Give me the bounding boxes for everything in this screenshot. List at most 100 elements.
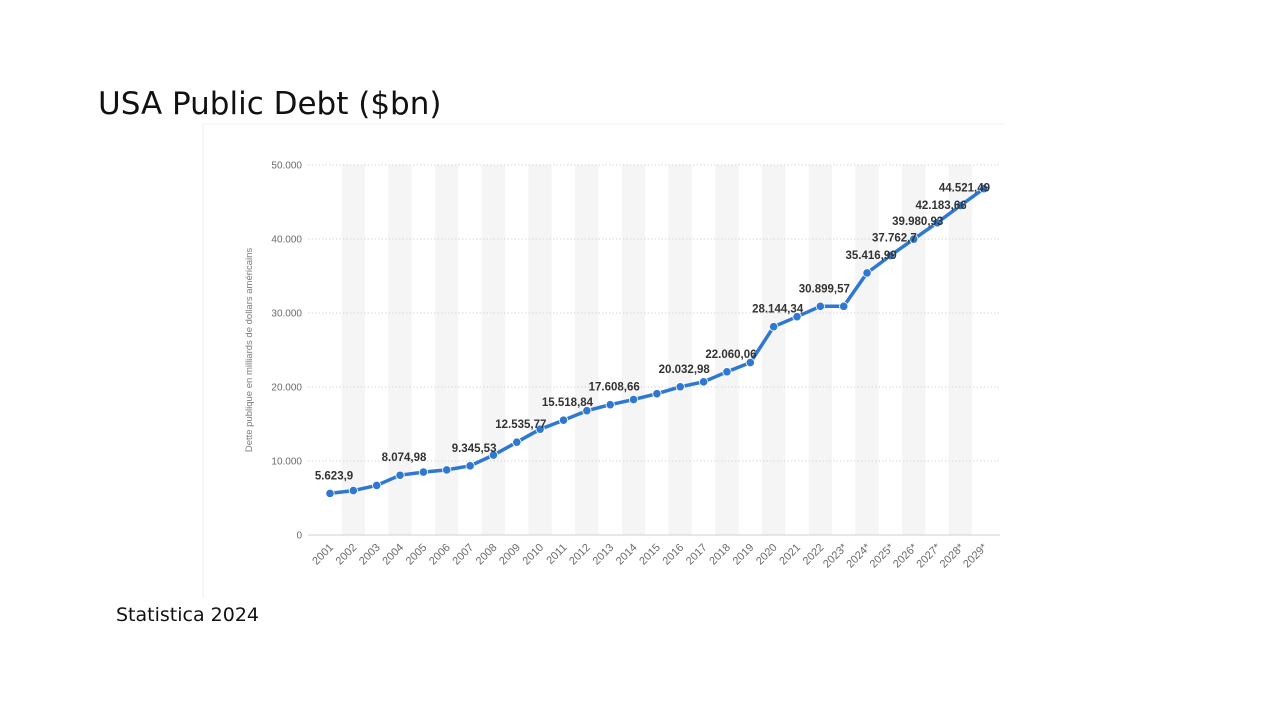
y-axis: 0 10.000 20.000 30.000 40.000 50.000 — [271, 161, 302, 542]
data-point — [418, 467, 428, 477]
data-point — [862, 268, 872, 278]
data-point — [652, 389, 662, 399]
chart-band — [948, 165, 973, 535]
data-label: 20.032,98 — [659, 364, 711, 376]
x-tick-label: 2025* — [868, 541, 897, 570]
data-label: 9.345,53 — [452, 443, 497, 455]
data-point — [839, 301, 849, 311]
chart-bands — [341, 165, 973, 535]
x-tick-label: 2002 — [334, 542, 360, 568]
data-point — [628, 394, 639, 405]
data-point — [745, 357, 755, 368]
data-label: 28.144,34 — [752, 304, 804, 316]
data-label: 42.183,66 — [916, 200, 967, 212]
data-point — [769, 322, 779, 332]
chart-band — [902, 165, 926, 535]
chart-band — [668, 165, 692, 535]
y-axis-title: Dette publique en milliards de dollars a… — [244, 248, 255, 453]
x-tick-label: 2028* — [938, 541, 967, 570]
chart-band — [761, 165, 786, 535]
y-tick-label: 40.000 — [271, 235, 302, 246]
chart-band — [435, 165, 459, 535]
source-note: Statistica 2024 — [116, 604, 259, 626]
x-tick-label: 2027* — [914, 541, 943, 570]
data-label: 37.762,7 — [872, 233, 917, 245]
x-tick-label: 2024* — [844, 541, 873, 570]
data-label: 8.074,98 — [382, 452, 427, 464]
chart-band — [621, 165, 646, 535]
x-tick-label: 2019 — [731, 542, 757, 568]
data-point — [932, 218, 942, 228]
y-tick-label: 30.000 — [271, 309, 302, 320]
data-labels: 5.623,9 8.074,98 9.345,53 12.535,77 15.518,8… — [315, 183, 990, 483]
x-tick-label: 2013 — [591, 542, 617, 568]
data-point — [605, 400, 615, 410]
data-point — [909, 234, 919, 244]
x-tick-label: 2015 — [637, 542, 663, 568]
x-tick-label: 2006 — [427, 542, 453, 568]
data-point — [582, 406, 592, 416]
x-tick-label: 2023* — [821, 541, 850, 570]
data-label: 44.521,49 — [939, 183, 990, 195]
data-label: 5.623,9 — [315, 470, 353, 482]
slide-title: USA Public Debt ($bn) — [98, 86, 442, 122]
chart-band — [528, 165, 552, 535]
x-tick-label: 2003 — [357, 542, 383, 568]
data-point — [442, 465, 452, 475]
data-point — [348, 485, 358, 496]
data-point — [488, 450, 499, 460]
x-tick-label: 2011 — [544, 542, 569, 567]
chart-band — [715, 165, 739, 535]
data-points — [325, 184, 989, 498]
x-tick-label: 2010 — [520, 542, 546, 568]
chart-band — [481, 165, 506, 535]
x-tick-label: 2016 — [661, 542, 687, 568]
chart-band — [855, 165, 879, 535]
data-point — [885, 250, 896, 261]
y-tick-label: 0 — [296, 531, 302, 542]
y-tick-label: 20.000 — [271, 383, 302, 394]
data-point — [372, 480, 382, 491]
x-tick-label: 2005 — [404, 542, 430, 568]
data-label: 22.060,06 — [705, 349, 756, 361]
x-tick-label: 2014 — [614, 542, 640, 568]
data-point — [675, 382, 685, 392]
data-point — [722, 367, 732, 377]
x-tick-label: 2017 — [684, 542, 710, 568]
y-tick-label: 50.000 — [271, 161, 302, 172]
x-tick-label: 2001 — [310, 542, 336, 568]
x-tick-label: 2020 — [754, 542, 780, 568]
x-tick-label: 2008 — [474, 542, 500, 568]
chart-band — [341, 165, 365, 535]
chart-band — [808, 165, 832, 535]
x-tick-label: 2007 — [450, 542, 476, 568]
data-point — [465, 461, 475, 471]
chart-band — [575, 165, 599, 535]
data-label: 35.416,99 — [845, 250, 896, 262]
x-tick-label: 2029* — [961, 541, 990, 570]
data-point — [325, 488, 335, 498]
data-point — [558, 415, 569, 425]
data-point — [535, 424, 545, 434]
data-label: 15.518,84 — [542, 397, 594, 409]
chart-background — [202, 123, 1005, 598]
data-point — [955, 200, 966, 211]
x-tick-label: 2021 — [777, 542, 803, 568]
x-tick-label: 2012 — [567, 542, 593, 568]
data-point — [698, 377, 709, 387]
data-point — [792, 312, 802, 322]
data-label: 12.535,77 — [495, 419, 546, 431]
x-tick-label: 2018 — [707, 542, 733, 568]
data-label: 39.980,93 — [892, 216, 943, 228]
data-point — [815, 301, 825, 311]
x-axis: 2001200220032004200520062007200820092010… — [310, 541, 990, 570]
data-point — [512, 437, 522, 447]
x-tick-label: 2009 — [497, 542, 523, 568]
x-tick-label: 2026* — [891, 541, 920, 570]
x-tick-label: 2004 — [380, 542, 406, 568]
data-point — [395, 470, 405, 480]
data-label: 30.899,57 — [799, 283, 850, 295]
chart-gridlines — [308, 164, 1000, 536]
chart-band — [388, 165, 412, 535]
